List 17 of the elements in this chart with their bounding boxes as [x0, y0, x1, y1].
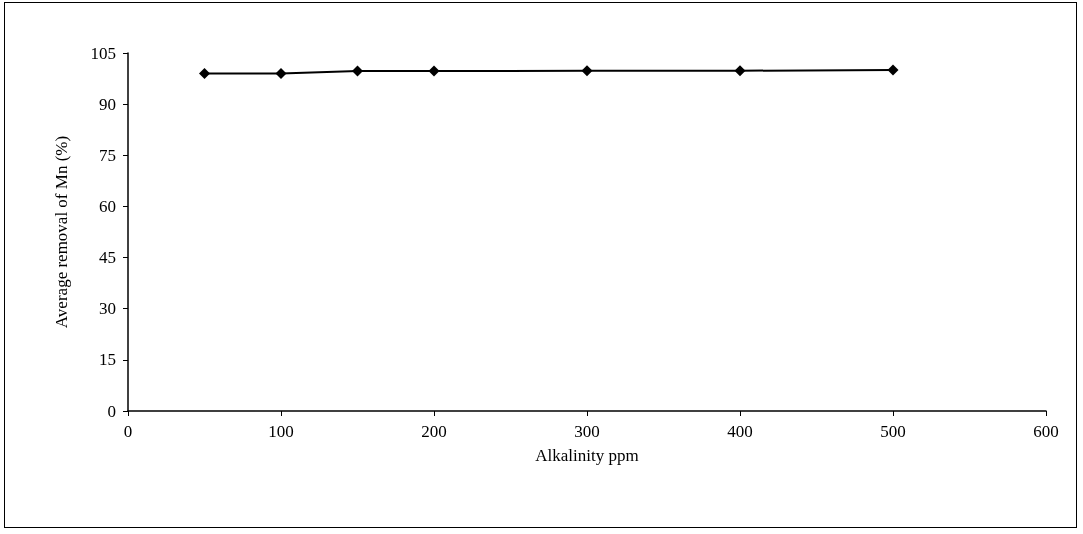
x-tick-label: 200 — [421, 422, 447, 441]
x-tick-label: 100 — [268, 422, 294, 441]
y-tick-label: 90 — [99, 94, 116, 114]
x-tick-label: 600 — [1033, 422, 1059, 441]
y-tick-label: 105 — [90, 43, 116, 63]
x-tick-label: 500 — [880, 422, 906, 441]
x-axis-title: Alkalinity ppm — [535, 446, 639, 465]
x-tick-label: 400 — [727, 422, 753, 441]
y-tick-label: 15 — [99, 350, 116, 370]
y-axis-title: Average removal of Mn (%) — [52, 135, 71, 329]
y-tick-label: 0 — [107, 401, 116, 421]
x-tick-label: 0 — [123, 422, 133, 441]
y-tick-label: 60 — [99, 196, 116, 216]
y-tick-label: 75 — [99, 145, 116, 165]
y-tick-label: 45 — [99, 248, 116, 268]
y-tick-label: 30 — [99, 299, 116, 319]
x-tick-label: 300 — [574, 422, 600, 441]
